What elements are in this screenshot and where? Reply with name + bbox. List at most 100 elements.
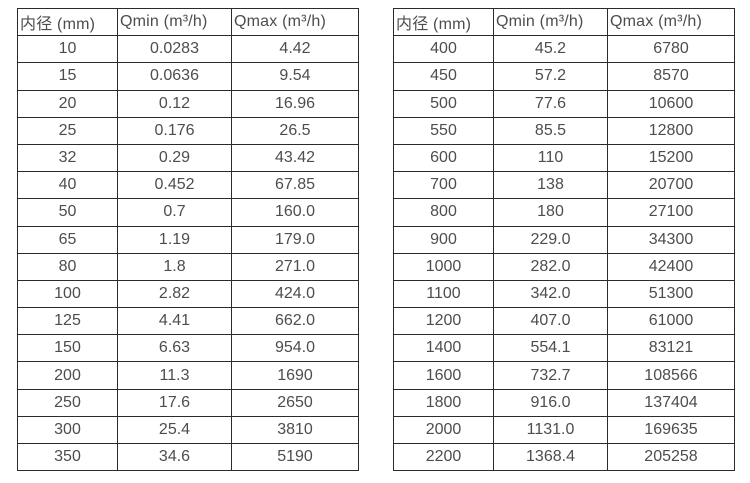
table-row: 1200 407.0 61000 [393, 307, 735, 336]
table-cell: 0.0283 [117, 35, 232, 64]
table-cell: 51300 [607, 279, 735, 309]
table-cell: 3810 [231, 415, 359, 445]
table-cell: 250 [17, 388, 118, 417]
table-row: 600 110 15200 [393, 143, 735, 173]
table-cell: 6.63 [117, 334, 232, 363]
table-row: 250 17.6 2650 [17, 388, 359, 417]
table-cell: 137404 [607, 388, 735, 417]
table-cell: 1600 [393, 361, 494, 390]
table-cell: 4.42 [231, 35, 359, 64]
table-cell: 57.2 [493, 62, 608, 91]
table-cell: 67.85 [231, 171, 359, 200]
table-row: 700 138 20700 [393, 171, 735, 200]
header-qmin: Qmin (m³/h) [117, 7, 232, 37]
table-row: 1600 732.7 108566 [393, 361, 735, 390]
table-cell: 1690 [231, 361, 359, 390]
table-cell: 50 [17, 198, 118, 227]
table-row: 15 0.0636 9.54 [17, 62, 359, 91]
header-qmax: Qmax (m³/h) [231, 7, 359, 37]
table-cell: 83121 [607, 334, 735, 363]
table-row: 200 11.3 1690 [17, 361, 359, 390]
table-cell: 45.2 [493, 35, 608, 64]
spec-table-left: 内径 (mm) Qmin (m³/h) Qmax (m³/h) 10 0.0283… [17, 7, 359, 472]
header-qmin: Qmin (m³/h) [493, 7, 608, 37]
table-cell: 9.54 [231, 62, 359, 91]
table-cell: 34.6 [117, 442, 232, 472]
table-cell: 2200 [393, 442, 494, 472]
table-cell: 2650 [231, 388, 359, 417]
table-cell: 80 [17, 252, 118, 281]
table-row: 1800 916.0 137404 [393, 388, 735, 417]
table-cell: 1368.4 [493, 442, 608, 472]
table-cell: 550 [393, 116, 494, 145]
table-cell: 108566 [607, 361, 735, 390]
table-cell: 229.0 [493, 225, 608, 254]
table-cell: 160.0 [231, 198, 359, 227]
table-cell: 0.452 [117, 171, 232, 200]
table-cell: 662.0 [231, 307, 359, 336]
table-row: 100 2.82 424.0 [17, 279, 359, 309]
header-row: 内径 (mm) Qmin (m³/h) Qmax (m³/h) [17, 7, 359, 37]
table-cell: 25 [17, 116, 118, 145]
table-row: 1400 554.1 83121 [393, 334, 735, 363]
table-row: 550 85.5 12800 [393, 116, 735, 145]
table-row: 400 45.2 6780 [393, 35, 735, 64]
table-row: 32 0.29 43.42 [17, 143, 359, 173]
table-cell: 125 [17, 307, 118, 336]
table-row: 900 229.0 34300 [393, 225, 735, 254]
table-cell: 15 [17, 62, 118, 91]
table-cell: 77.6 [493, 89, 608, 118]
table-cell: 342.0 [493, 279, 608, 309]
table-cell: 4.41 [117, 307, 232, 336]
table-row: 450 57.2 8570 [393, 62, 735, 91]
table-cell: 25.4 [117, 415, 232, 445]
table-cell: 1200 [393, 307, 494, 336]
table-cell: 26.5 [231, 116, 359, 145]
table-cell: 150 [17, 334, 118, 363]
table-cell: 20 [17, 89, 118, 118]
table-cell: 400 [393, 35, 494, 64]
header-diameter: 内径 (mm) [393, 7, 494, 37]
table-cell: 169635 [607, 415, 735, 445]
table-cell: 900 [393, 225, 494, 254]
table-cell: 954.0 [231, 334, 359, 363]
table-cell: 300 [17, 415, 118, 445]
table-cell: 407.0 [493, 307, 608, 336]
table-cell: 200 [17, 361, 118, 390]
table-cell: 1800 [393, 388, 494, 417]
table-cell: 43.42 [231, 143, 359, 173]
table-cell: 10600 [607, 89, 735, 118]
table-cell: 271.0 [231, 252, 359, 281]
table-cell: 1.19 [117, 225, 232, 254]
table-row: 300 25.4 3810 [17, 415, 359, 445]
table-row: 1100 342.0 51300 [393, 279, 735, 309]
table-cell: 554.1 [493, 334, 608, 363]
table-cell: 11.3 [117, 361, 232, 390]
table-cell: 61000 [607, 307, 735, 336]
table-cell: 1000 [393, 252, 494, 281]
table-row: 1000 282.0 42400 [393, 252, 735, 281]
table-cell: 8570 [607, 62, 735, 91]
table-cell: 800 [393, 198, 494, 227]
table-row: 2200 1368.4 205258 [393, 442, 735, 472]
spec-table-right: 内径 (mm) Qmin (m³/h) Qmax (m³/h) 400 45.2 6… [393, 7, 735, 472]
table-cell: 20700 [607, 171, 735, 200]
table-cell: 732.7 [493, 361, 608, 390]
table-row: 65 1.19 179.0 [17, 225, 359, 254]
table-cell: 500 [393, 89, 494, 118]
table-cell: 350 [17, 442, 118, 472]
table-cell: 17.6 [117, 388, 232, 417]
table-cell: 40 [17, 171, 118, 200]
table-cell: 2000 [393, 415, 494, 445]
table-cell: 42400 [607, 252, 735, 281]
table-cell: 2.82 [117, 279, 232, 309]
table-row: 40 0.452 67.85 [17, 171, 359, 200]
table-cell: 0.12 [117, 89, 232, 118]
table-cell: 282.0 [493, 252, 608, 281]
table-cell: 65 [17, 225, 118, 254]
table-row: 500 77.6 10600 [393, 89, 735, 118]
table-row: 2000 1131.0 169635 [393, 415, 735, 445]
table-cell: 180 [493, 198, 608, 227]
table-row: 150 6.63 954.0 [17, 334, 359, 363]
header-diameter: 内径 (mm) [17, 7, 118, 37]
